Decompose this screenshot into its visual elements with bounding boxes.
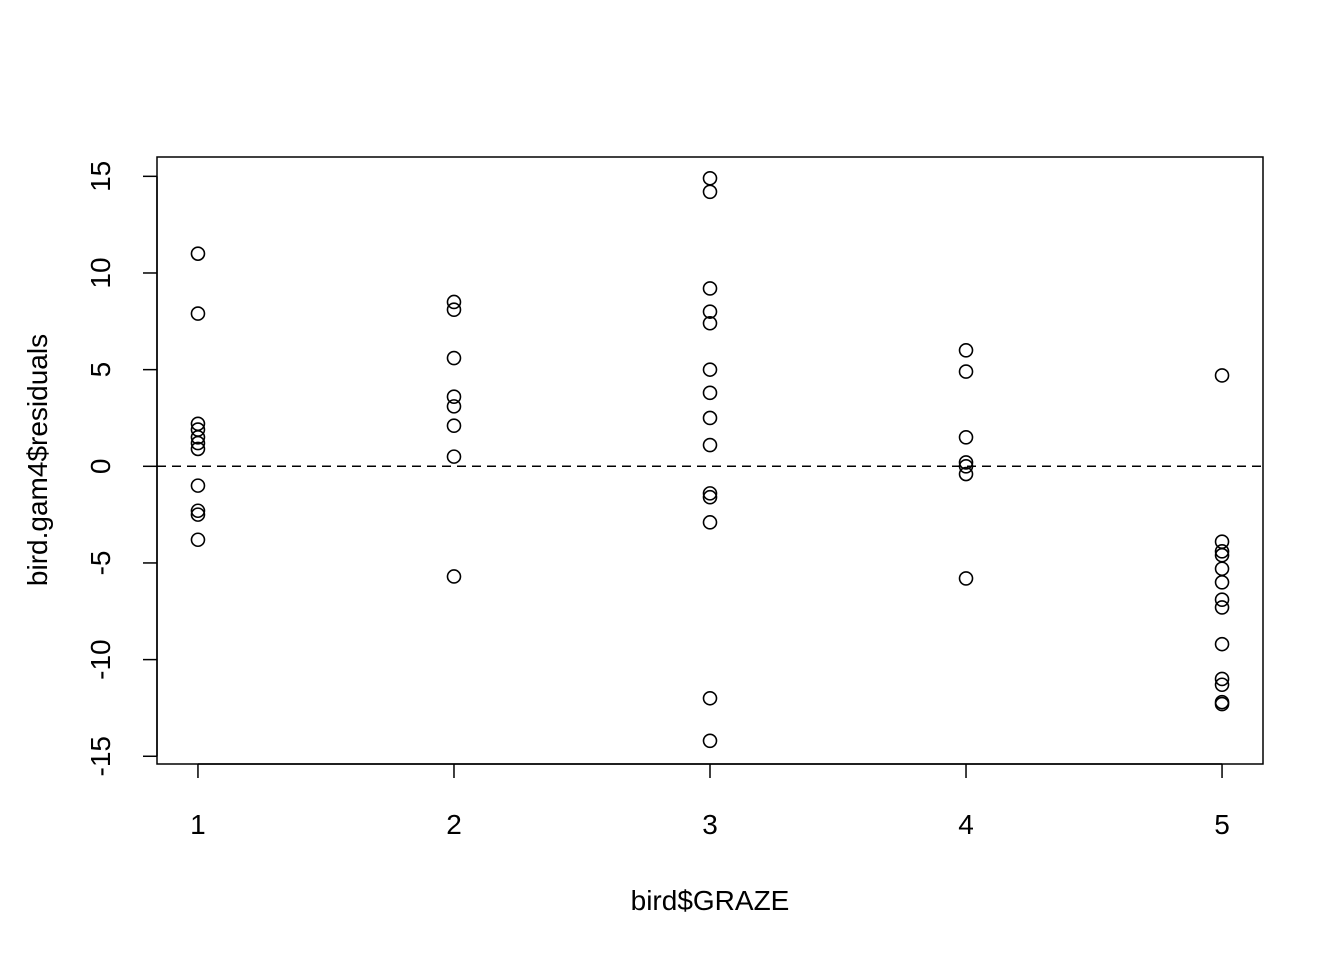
x-tick-label: 5 — [1214, 809, 1230, 840]
data-point — [958, 458, 974, 474]
y-axis: -15 -10 -5 0 5 10 15 — [85, 161, 158, 777]
data-point — [702, 170, 718, 186]
data-point — [702, 690, 718, 706]
data-point — [190, 507, 206, 522]
data-point — [446, 569, 462, 584]
y-tick-label: -15 — [85, 736, 116, 776]
data-point — [446, 449, 462, 464]
x-axis-title: bird$GRAZE — [631, 885, 790, 916]
data-point — [446, 389, 462, 405]
data-point — [702, 515, 718, 530]
data-point — [1214, 592, 1230, 607]
y-tick-label: 5 — [85, 362, 116, 378]
y-tick-label: -10 — [85, 639, 116, 679]
data-point — [958, 430, 974, 445]
y-axis-title: bird.gam4$residuals — [22, 334, 53, 586]
data-point — [702, 385, 718, 401]
data-point — [1214, 636, 1230, 652]
data-point — [1214, 368, 1230, 383]
y-tick-label: 15 — [85, 161, 116, 192]
data-point — [1214, 561, 1230, 577]
data-point — [446, 350, 462, 366]
data-point — [702, 184, 718, 200]
data-point — [1214, 696, 1230, 712]
data-point — [1214, 671, 1230, 687]
data-point — [702, 281, 718, 296]
data-point — [958, 455, 974, 470]
data-points — [190, 170, 1230, 749]
data-point — [190, 478, 206, 493]
data-point — [702, 362, 718, 377]
data-point — [702, 733, 718, 749]
plot-frame — [156, 156, 1264, 765]
data-point — [958, 364, 974, 379]
data-point — [958, 571, 974, 586]
data-point — [446, 418, 462, 434]
y-tick-label: 0 — [85, 459, 116, 475]
x-tick-label: 3 — [702, 809, 718, 840]
data-point — [190, 532, 206, 548]
y-tick-label: 10 — [85, 257, 116, 288]
data-point — [1214, 574, 1230, 590]
data-point — [702, 304, 718, 319]
x-tick-label: 1 — [190, 809, 206, 840]
x-tick-label: 2 — [446, 809, 462, 840]
data-point — [446, 302, 462, 318]
data-point — [190, 246, 206, 261]
data-point — [190, 306, 206, 321]
data-point — [1214, 544, 1230, 559]
data-point — [1214, 600, 1230, 615]
data-point — [702, 437, 718, 453]
data-point — [958, 466, 974, 482]
x-tick-label: 4 — [958, 809, 974, 840]
data-point — [190, 430, 206, 445]
data-point — [1214, 677, 1230, 693]
x-axis: 1 2 3 4 5 — [190, 763, 1230, 840]
data-point — [702, 410, 718, 426]
data-point — [190, 435, 206, 451]
data-point — [446, 399, 462, 414]
data-point — [958, 343, 974, 358]
data-point — [702, 489, 718, 505]
data-point — [702, 315, 718, 331]
data-point — [702, 486, 718, 501]
y-tick-label: -5 — [85, 551, 116, 576]
data-point — [190, 503, 206, 519]
data-point — [446, 294, 462, 310]
data-point — [190, 441, 206, 457]
